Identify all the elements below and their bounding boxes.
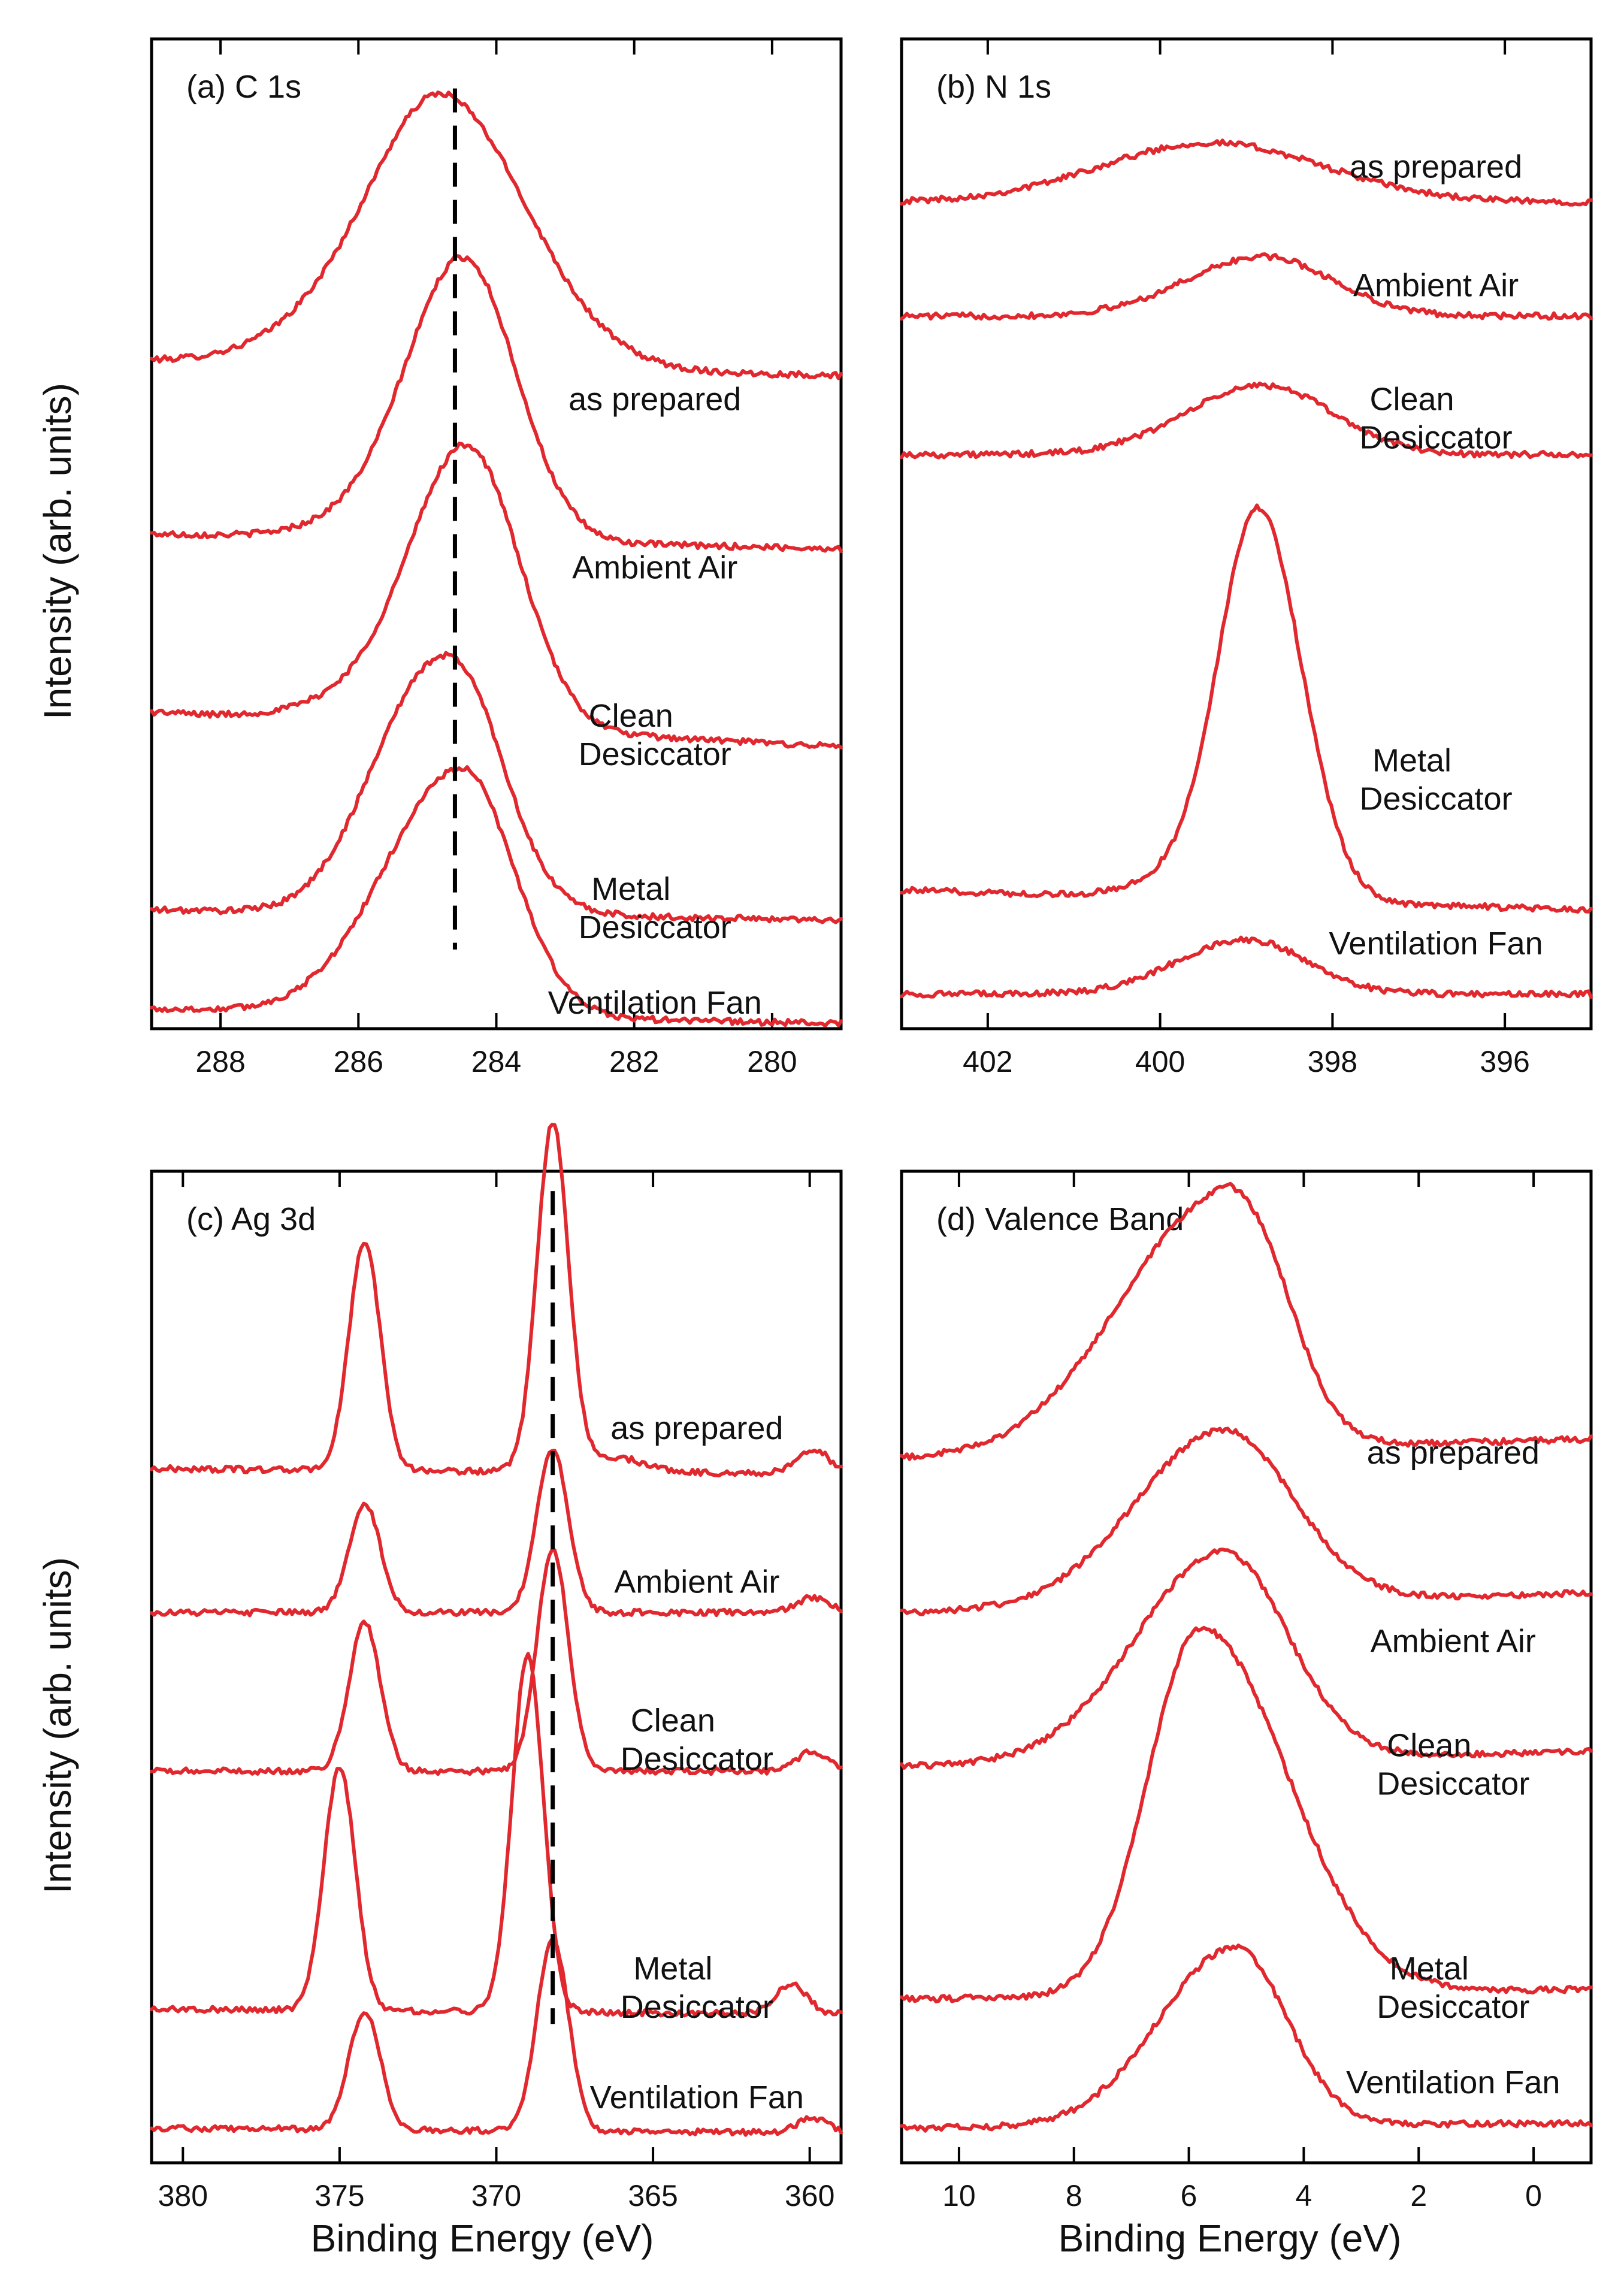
series-line-c-4 [150,1937,843,2137]
series-label-c-1-0: Ambient Air [614,1564,779,1600]
series-line-b-1 [900,252,1593,321]
panel-title-b: (b) N 1s [936,69,1051,105]
x-tick-label-c-2: 370 [471,2179,521,2213]
series-label-d-1-0: Ambient Air [1371,1624,1536,1660]
series-label-d-0-0: as prepared [1367,1435,1540,1471]
plot-frame-a [150,37,843,1030]
series-line-a-1 [150,254,843,554]
x-tick-label-a-4: 280 [747,1045,797,1078]
series-label-c-2-1: Desiccator [621,1741,773,1777]
series-line-b-3 [900,503,1593,914]
series-label-a-1-0: Ambient Air [572,549,737,585]
series-line-a-3 [150,651,843,924]
series-label-b-3-0: Metal [1372,742,1451,778]
panel-c: 380 375 370 365 360 (c) Ag 3d as prepared Ambie… [150,1123,843,2213]
series-label-b-3-1: Desiccator [1359,781,1512,817]
series-label-b-0-0: as prepared [1350,149,1522,185]
x-tick-label-d-3: 4 [1296,2179,1312,2213]
series-label-c-4-0: Ventilation Fan [590,2080,804,2115]
series-label-b-2-0: Clean [1369,382,1454,418]
x-tick-label-a-0: 288 [195,1045,245,1078]
series-label-b-2-1: Desiccator [1359,420,1512,456]
x-tick-label-d-4: 2 [1410,2179,1427,2213]
x-tick-label-d-2: 6 [1181,2179,1197,2213]
series-label-c-2-0: Clean [631,1703,715,1739]
series-line-d-3 [900,1625,1593,2003]
x-tick-label-c-1: 375 [314,2179,364,2213]
series-line-c-0 [150,1123,843,1477]
series-label-c-3-0: Metal [633,1951,712,1987]
series-line-a-2 [150,442,843,749]
series-line-a-4 [150,765,843,1028]
x-tick-label-d-0: 10 [942,2179,976,2213]
series-line-d-1 [900,1426,1593,1616]
series-label-a-3-1: Desiccator [579,909,731,945]
series-line-b-0 [900,138,1593,207]
series-label-b-1-0: Ambient Air [1353,268,1519,304]
series-label-c-3-1: Desiccator [621,1989,773,2025]
x-tick-label-c-3: 365 [628,2179,678,2213]
x-tick-label-b-2: 398 [1308,1045,1357,1078]
panel-b: 402 400 398 396 (b) N 1s as prepared Ambient A… [900,37,1593,1078]
panel-title-d: (d) Valence Band [936,1201,1184,1237]
x-tick-label-a-2: 284 [471,1045,521,1078]
x-tick-label-c-0: 380 [158,2179,208,2213]
panel-d: 10 8 6 4 2 0 (d) Valence Band as prepared Ambien… [900,1169,1593,2213]
series-line-a-0 [150,90,843,380]
y-axis-label-bottom: Intensity (arb. units) [36,1557,79,1894]
series-label-b-4-0: Ventilation Fan [1329,926,1543,962]
series-line-c-2 [150,1548,843,1776]
series-label-d-3-1: Desiccator [1377,1989,1529,2025]
series-label-a-2-1: Desiccator [579,736,731,772]
series-label-a-0-0: as prepared [568,382,741,418]
series-label-d-3-0: Metal [1390,1951,1469,1987]
plot-frame-d [900,1169,1593,2165]
series-line-d-4 [900,1944,1593,2133]
x-tick-label-d-5: 0 [1525,2179,1542,2213]
x-tick-label-c-4: 360 [785,2179,834,2213]
x-axis-label-right: Binding Energy (eV) [1059,2217,1402,2260]
panel-title-c: (c) Ag 3d [186,1201,316,1237]
series-label-c-0-0: as prepared [610,1410,783,1446]
x-axis-label-left: Binding Energy (eV) [311,2217,654,2260]
series-label-a-4-0: Ventilation Fan [548,985,762,1021]
series-line-c-3 [150,1652,843,2018]
x-tick-label-b-0: 402 [963,1045,1012,1078]
series-label-d-4-0: Ventilation Fan [1346,2065,1560,2100]
panel-a: 288 286 284 282 280 (a) C 1s as prepared Ambien… [150,37,843,1078]
series-line-b-4 [900,935,1593,999]
series-label-d-2-0: Clean [1387,1727,1471,1763]
series-line-d-2 [900,1548,1593,1770]
x-tick-label-a-3: 282 [609,1045,659,1078]
series-line-d-0 [900,1181,1593,1461]
plot-frame-b [900,37,1593,1030]
series-label-d-2-1: Desiccator [1377,1766,1529,1802]
x-tick-label-b-3: 396 [1480,1045,1529,1078]
panel-title-a: (a) C 1s [186,69,301,105]
x-tick-label-d-1: 8 [1066,2179,1082,2213]
series-label-a-2-0: Clean [589,698,673,734]
series-line-c-1 [150,1449,843,1618]
x-tick-label-a-1: 286 [334,1045,383,1078]
y-axis-label-top: Intensity (arb. units) [36,383,79,720]
series-label-a-3-0: Metal [591,871,670,907]
series-line-b-2 [900,381,1593,460]
x-tick-label-b-1: 400 [1135,1045,1185,1078]
